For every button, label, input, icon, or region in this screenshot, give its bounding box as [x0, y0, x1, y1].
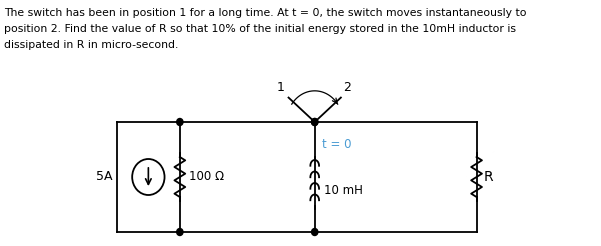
- Circle shape: [177, 229, 183, 235]
- Circle shape: [311, 119, 318, 125]
- Text: R: R: [484, 170, 493, 184]
- Circle shape: [311, 229, 318, 235]
- Text: 1: 1: [277, 81, 285, 93]
- Circle shape: [132, 159, 165, 195]
- Text: position 2. Find the value of R so that 10% of the initial energy stored in the : position 2. Find the value of R so that …: [4, 24, 516, 34]
- Text: 5A: 5A: [96, 170, 112, 184]
- Text: dissipated in R in micro-second.: dissipated in R in micro-second.: [4, 40, 179, 50]
- Text: The switch has been in position 1 for a long time. At t = 0, the switch moves in: The switch has been in position 1 for a …: [4, 8, 527, 18]
- Text: t = 0: t = 0: [322, 138, 352, 151]
- Circle shape: [311, 119, 318, 125]
- Circle shape: [177, 119, 183, 125]
- Text: 2: 2: [343, 81, 350, 93]
- Text: 10 mH: 10 mH: [324, 184, 362, 198]
- Text: 100 Ω: 100 Ω: [189, 170, 224, 184]
